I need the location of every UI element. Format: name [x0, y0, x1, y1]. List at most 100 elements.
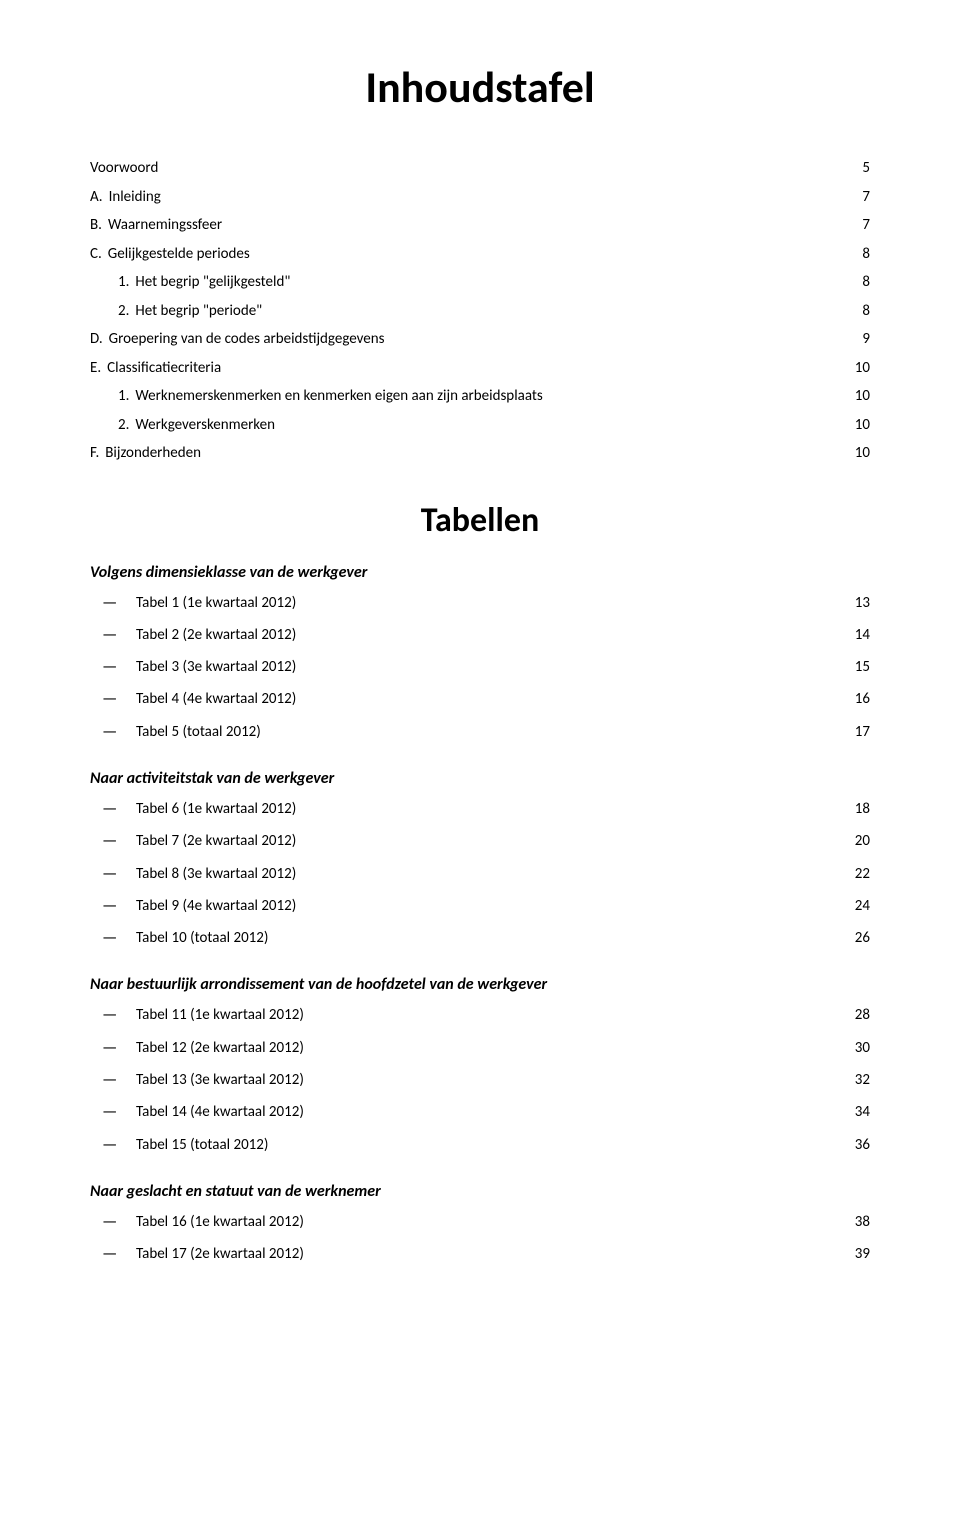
toc-entry: 1.Werknemerskenmerken en kenmerken eigen…	[118, 382, 870, 411]
toc-entry: A.Inleiding7	[90, 183, 870, 212]
dash-icon: —	[102, 890, 136, 922]
page-title: Inhoudstafel	[90, 60, 870, 114]
toc-entry: —Tabel 8 (3e kwartaal 2012)22	[102, 857, 870, 889]
toc-label: Tabel 14 (4e kwartaal 2012)	[136, 1098, 304, 1127]
toc-label: Tabel 4 (4e kwartaal 2012)	[136, 685, 296, 714]
toc-page-number: 10	[851, 354, 870, 383]
toc-entry: 2.Het begrip "periode" 8	[118, 297, 870, 326]
toc-entry: —Tabel 15 (totaal 2012) 36	[102, 1128, 870, 1160]
toc-label: Tabel 7 (2e kwartaal 2012)	[136, 827, 296, 856]
toc-label: Bijzonderheden	[105, 439, 201, 468]
toc-entry: —Tabel 13 (3e kwartaal 2012) 32	[102, 1063, 870, 1095]
toc-page-number: 16	[851, 685, 870, 714]
toc-label: Het begrip "gelijkgesteld"	[135, 268, 290, 297]
dash-icon: —	[102, 587, 136, 619]
toc-entry: F.Bijzonderheden 10	[90, 439, 870, 468]
dash-icon: —	[102, 716, 136, 748]
toc-entry: —Tabel 10 (totaal 2012) 26	[102, 921, 870, 953]
dash-icon: —	[102, 999, 136, 1031]
toc-prefix: 1.	[118, 382, 135, 411]
toc-label: Waarnemingssfeer	[108, 211, 222, 240]
toc-sections: Voorwoord5A.Inleiding7B.Waarnemingssfeer…	[90, 154, 870, 468]
toc-page-number: 5	[858, 154, 870, 183]
toc-prefix: C.	[90, 240, 108, 269]
toc-label: Voorwoord	[90, 154, 158, 183]
toc-label: Classificatiecriteria	[107, 354, 221, 383]
toc-entry: —Tabel 4 (4e kwartaal 2012)16	[102, 682, 870, 714]
toc-prefix: 2.	[118, 297, 135, 326]
toc-entry: —Tabel 5 (totaal 2012) 17	[102, 715, 870, 747]
dash-icon: —	[102, 1096, 136, 1128]
toc-entry: B.Waarnemingssfeer 7	[90, 211, 870, 240]
toc-prefix: F.	[90, 439, 105, 468]
dash-icon: —	[102, 825, 136, 857]
toc-page-number: 7	[858, 211, 870, 240]
dash-icon: —	[102, 1238, 136, 1270]
group-heading: Naar geslacht en statuut van de werkneme…	[90, 1182, 870, 1201]
toc-page-number: 30	[851, 1034, 870, 1063]
toc-page-number: 15	[851, 653, 870, 682]
group-heading: Naar activiteitstak van de werkgever	[90, 769, 870, 788]
toc-label: Tabel 8 (3e kwartaal 2012)	[136, 860, 296, 889]
toc-label: Inleiding	[109, 183, 161, 212]
toc-label: Werknemerskenmerken en kenmerken eigen a…	[135, 382, 542, 411]
toc-entry: —Tabel 9 (4e kwartaal 2012)24	[102, 889, 870, 921]
toc-page-number: 36	[851, 1131, 870, 1160]
page: Inhoudstafel Voorwoord5A.Inleiding7B.Waa…	[0, 0, 960, 1527]
toc-prefix: 1.	[118, 268, 135, 297]
toc-entry: —Tabel 1 (1e kwartaal 2012) 13	[102, 586, 870, 618]
toc-page-number: 39	[851, 1240, 870, 1269]
toc-page-number: 10	[851, 411, 870, 440]
toc-page-number: 10	[851, 439, 870, 468]
dash-icon: —	[102, 922, 136, 954]
toc-page-number: 28	[851, 1001, 870, 1030]
toc-groups: Volgens dimensieklasse van de werkgever—…	[90, 563, 870, 1270]
toc-page-number: 26	[851, 924, 870, 953]
toc-label: Tabel 16 (1e kwartaal 2012)	[136, 1208, 304, 1237]
toc-prefix: 2.	[118, 411, 135, 440]
toc-page-number: 32	[851, 1066, 870, 1095]
toc-label: Tabel 5 (totaal 2012)	[136, 718, 261, 747]
dash-icon: —	[102, 619, 136, 651]
toc-prefix: B.	[90, 211, 108, 240]
toc-prefix: A.	[90, 183, 109, 212]
group-heading: Naar bestuurlijk arrondissement van de h…	[90, 975, 870, 994]
toc-prefix: E.	[90, 354, 107, 383]
toc-label: Tabel 11 (1e kwartaal 2012)	[136, 1001, 304, 1030]
toc-page-number: 38	[851, 1208, 870, 1237]
toc-entry: —Tabel 12 (2e kwartaal 2012)30	[102, 1031, 870, 1063]
toc-entry: —Tabel 3 (3e kwartaal 2012)15	[102, 650, 870, 682]
toc-label: Tabel 9 (4e kwartaal 2012)	[136, 892, 296, 921]
toc-label: Het begrip "periode"	[135, 297, 262, 326]
toc-page-number: 10	[851, 382, 870, 411]
toc-label: Tabel 1 (1e kwartaal 2012)	[136, 589, 296, 618]
toc-label: Groepering van de codes arbeidstijdgegev…	[109, 325, 385, 354]
toc-label: Tabel 10 (totaal 2012)	[136, 924, 268, 953]
toc-label: Tabel 6 (1e kwartaal 2012)	[136, 795, 296, 824]
toc-label: Tabel 17 (2e kwartaal 2012)	[136, 1240, 304, 1269]
toc-entry: —Tabel 16 (1e kwartaal 2012)38	[102, 1205, 870, 1237]
dash-icon: —	[102, 1129, 136, 1161]
toc-label: Tabel 15 (totaal 2012)	[136, 1131, 268, 1160]
toc-entry: D.Groepering van de codes arbeidstijdgeg…	[90, 325, 870, 354]
toc-page-number: 13	[851, 589, 870, 618]
dash-icon: —	[102, 793, 136, 825]
toc-page-number: 9	[858, 325, 870, 354]
dash-icon: —	[102, 858, 136, 890]
toc-label: Tabel 13 (3e kwartaal 2012)	[136, 1066, 304, 1095]
toc-entry: —Tabel 11 (1e kwartaal 2012) 28	[102, 998, 870, 1030]
toc-page-number: 8	[858, 297, 870, 326]
dash-icon: —	[102, 651, 136, 683]
toc-entry: —Tabel 6 (1e kwartaal 2012)18	[102, 792, 870, 824]
toc-entry: —Tabel 17 (2e kwartaal 2012) 39	[102, 1237, 870, 1269]
toc-page-number: 17	[851, 718, 870, 747]
toc-page-number: 14	[851, 621, 870, 650]
toc-label: Tabel 2 (2e kwartaal 2012)	[136, 621, 296, 650]
tables-heading: Tabellen	[90, 500, 870, 541]
dash-icon: —	[102, 1064, 136, 1096]
toc-label: Tabel 12 (2e kwartaal 2012)	[136, 1034, 304, 1063]
toc-entry: Voorwoord 5	[90, 154, 870, 183]
toc-page-number: 34	[851, 1098, 870, 1127]
toc-prefix: D.	[90, 325, 109, 354]
toc-entry: E.Classificatiecriteria 10	[90, 354, 870, 383]
